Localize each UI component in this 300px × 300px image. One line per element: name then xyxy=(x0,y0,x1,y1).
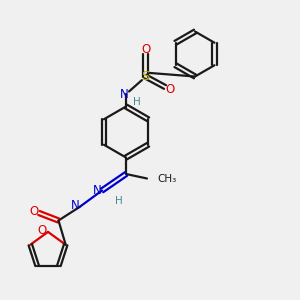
Text: S: S xyxy=(141,70,150,83)
Text: N: N xyxy=(120,88,129,101)
Text: O: O xyxy=(141,43,150,56)
Text: N: N xyxy=(70,199,80,212)
Text: N: N xyxy=(93,184,102,197)
Text: O: O xyxy=(29,205,38,218)
Text: H: H xyxy=(115,196,122,206)
Text: O: O xyxy=(38,224,46,237)
Text: CH₃: CH₃ xyxy=(158,173,177,184)
Text: H: H xyxy=(133,97,140,107)
Text: O: O xyxy=(165,83,174,97)
